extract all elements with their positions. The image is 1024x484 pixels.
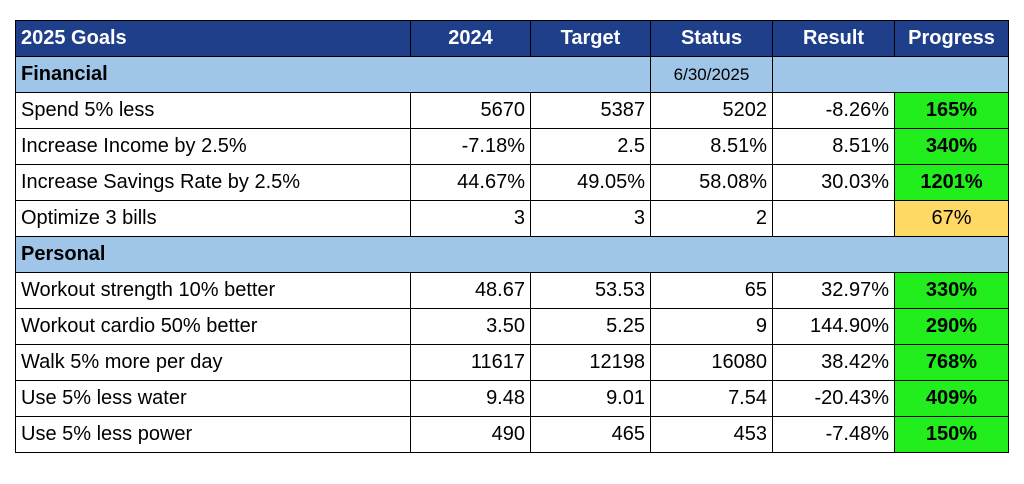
value-cell: 5202 — [650, 92, 773, 129]
value-cell: 32.97% — [772, 272, 895, 309]
progress-cell: 150% — [894, 416, 1009, 453]
value-cell: 12198 — [530, 344, 651, 381]
section-row: Personal — [15, 236, 1009, 273]
goal-name: Use 5% less water — [15, 380, 411, 417]
value-cell: 490 — [410, 416, 531, 453]
value-cell: -20.43% — [772, 380, 895, 417]
goal-name: Spend 5% less — [15, 92, 411, 129]
value-cell: 144.90% — [772, 308, 895, 345]
value-cell — [772, 200, 895, 237]
progress-cell: 290% — [894, 308, 1009, 345]
goal-name: Increase Savings Rate by 2.5% — [15, 164, 411, 201]
value-cell: 44.67% — [410, 164, 531, 201]
value-cell: -7.48% — [772, 416, 895, 453]
value-cell: 5.25 — [530, 308, 651, 345]
header-cell: Target — [530, 20, 651, 57]
value-cell: 38.42% — [772, 344, 895, 381]
value-cell: 3 — [530, 200, 651, 237]
goal-row: Use 5% less water 9.48 9.01 7.54 -20.43% 409% — [15, 380, 1009, 417]
value-cell: 9 — [650, 308, 773, 345]
section-date: 6/30/2025 — [650, 56, 773, 93]
value-cell: 58.08% — [650, 164, 773, 201]
value-cell: 7.54 — [650, 380, 773, 417]
goal-name: Workout strength 10% better — [15, 272, 411, 309]
value-cell: 65 — [650, 272, 773, 309]
value-cell: 8.51% — [772, 128, 895, 165]
section-row: Financial 6/30/2025 — [15, 56, 1009, 93]
goal-name: Increase Income by 2.5% — [15, 128, 411, 165]
goal-name: Workout cardio 50% better — [15, 308, 411, 345]
progress-cell: 340% — [894, 128, 1009, 165]
goal-row: Workout cardio 50% better 3.50 5.25 9 144.90… — [15, 308, 1009, 345]
value-cell: 9.48 — [410, 380, 531, 417]
value-cell: 5387 — [530, 92, 651, 129]
goal-row: Increase Savings Rate by 2.5% 44.67% 49.05… — [15, 164, 1009, 201]
goal-name: Optimize 3 bills — [15, 200, 411, 237]
progress-cell: 768% — [894, 344, 1009, 381]
header-cell: Result — [772, 20, 895, 57]
value-cell: 30.03% — [772, 164, 895, 201]
goal-name: Walk 5% more per day — [15, 344, 411, 381]
table-body: Financial 6/30/2025 Spend 5% less 5670 5387 5… — [15, 56, 1009, 453]
goal-row: Spend 5% less 5670 5387 5202 -8.26% 165% — [15, 92, 1009, 129]
header-row: 2025 Goals 2024 Target Status Result Progress — [15, 20, 1009, 57]
value-cell: -7.18% — [410, 128, 531, 165]
progress-cell: 67% — [894, 200, 1009, 237]
goals-table: 2025 Goals 2024 Target Status Result Progress… — [15, 20, 1009, 453]
progress-cell: 1201% — [894, 164, 1009, 201]
value-cell: 453 — [650, 416, 773, 453]
value-cell: 53.53 — [530, 272, 651, 309]
value-cell: 9.01 — [530, 380, 651, 417]
value-cell: 11617 — [410, 344, 531, 381]
goal-row: Workout strength 10% better 48.67 53.53 65 3… — [15, 272, 1009, 309]
progress-cell: 409% — [894, 380, 1009, 417]
value-cell: 48.67 — [410, 272, 531, 309]
header-cell: Status — [650, 20, 773, 57]
value-cell: 465 — [530, 416, 651, 453]
goal-row: Walk 5% more per day 11617 12198 16080 38.42… — [15, 344, 1009, 381]
value-cell: 16080 — [650, 344, 773, 381]
section-filler — [772, 56, 1009, 93]
value-cell: 2.5 — [530, 128, 651, 165]
value-cell: 3 — [410, 200, 531, 237]
goal-row: Use 5% less power 490 465 453 -7.48% 150% — [15, 416, 1009, 453]
header-cell: 2025 Goals — [15, 20, 411, 57]
value-cell: 5670 — [410, 92, 531, 129]
header-cell: 2024 — [410, 20, 531, 57]
value-cell: 8.51% — [650, 128, 773, 165]
goal-row: Increase Income by 2.5% -7.18% 2.5 8.51% 8.5… — [15, 128, 1009, 165]
value-cell: 3.50 — [410, 308, 531, 345]
value-cell: -8.26% — [772, 92, 895, 129]
value-cell: 49.05% — [530, 164, 651, 201]
section-label: Personal — [15, 236, 1009, 273]
value-cell: 2 — [650, 200, 773, 237]
goal-name: Use 5% less power — [15, 416, 411, 453]
progress-cell: 165% — [894, 92, 1009, 129]
header-cell: Progress — [894, 20, 1009, 57]
goal-row: Optimize 3 bills 3 3 2 67% — [15, 200, 1009, 237]
progress-cell: 330% — [894, 272, 1009, 309]
section-label: Financial — [15, 56, 651, 93]
